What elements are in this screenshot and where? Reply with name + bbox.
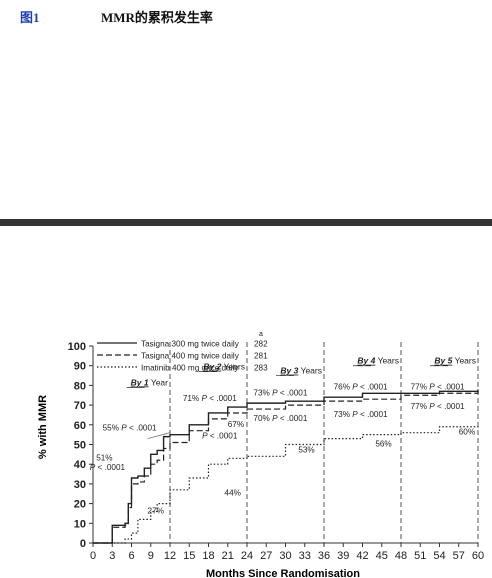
legend-label: Imatinib 400 mg once daily — [141, 364, 239, 373]
x-tick-label: 36 — [318, 550, 330, 562]
vertical-guides — [169, 342, 479, 543]
y-axis-label: % with MMR — [37, 395, 49, 459]
x-tick-label: 30 — [279, 550, 291, 562]
x-tick-label: 3 — [109, 550, 115, 562]
annotation-label: 60% — [459, 428, 475, 437]
annotation-label: 77% P < .0001 — [411, 402, 465, 411]
x-tick-label: 48 — [395, 550, 407, 562]
y-tick-label: 60 — [74, 420, 86, 432]
series-lines — [93, 389, 479, 544]
legend-count: 281 — [254, 352, 268, 361]
milestone-label: By 4 Years — [357, 356, 399, 366]
y-tick-label: 30 — [74, 479, 86, 491]
y-tick-label: 20 — [74, 499, 86, 511]
annotation-label: 44% — [225, 489, 241, 498]
x-tick-label: 42 — [356, 550, 368, 562]
x-axis-label: Months Since Randomisation — [206, 568, 360, 578]
x-tick-label: 33 — [299, 550, 311, 562]
x-tick-label: 15 — [183, 550, 195, 562]
legend-label: Tasigna 400 mg twice daily — [141, 352, 240, 361]
legend-count: 282 — [254, 340, 268, 349]
y-tick-label: 10 — [74, 518, 86, 530]
annotation-label: 70% P < .0001 — [253, 414, 307, 423]
annotations: By 1 Year By 2 Years By 3 Years By 4 Years B… — [90, 356, 476, 516]
x-tick-label: 21 — [222, 550, 234, 562]
x-tick-label: 12 — [164, 550, 176, 562]
x-tick-label: 18 — [202, 550, 214, 562]
figure-title: MMR的累积发生率 — [101, 10, 213, 25]
series-line-dashed — [93, 391, 479, 544]
annotation-label: 67% — [228, 420, 244, 429]
x-tick-label: 24 — [241, 550, 253, 562]
annotation-label: 77% P < .0001 — [411, 382, 465, 391]
x-tick-label: 57 — [453, 550, 465, 562]
x-tick-label: 27 — [260, 550, 272, 562]
figure-label: 图1 — [20, 10, 40, 25]
y-tick-label: 70 — [74, 400, 86, 412]
x-tick-label: 6 — [128, 550, 134, 562]
annotation-label: 71% P < .0001 — [183, 394, 237, 403]
annotation-label: 56% — [375, 439, 391, 448]
annotation-label: 53% — [298, 445, 314, 454]
x-tick-label: 60 — [472, 550, 484, 562]
y-tick-label: 80 — [74, 380, 86, 392]
y-tick-label: 0 — [80, 538, 86, 550]
legend: Tasigna 300 mg twice daily 282 Tasigna 400… — [97, 331, 268, 373]
y-tick-label: 50 — [74, 440, 86, 452]
x-tick-label: 39 — [337, 550, 349, 562]
legend-superscript: a — [259, 331, 263, 338]
y-tick-label: 90 — [74, 361, 86, 373]
annotation-label: 27% — [148, 506, 164, 515]
annotation-label: 51% — [96, 453, 112, 462]
annotation-label: P < .0001 — [90, 463, 126, 472]
x-tick-label: 45 — [376, 550, 388, 562]
series-line-dotted — [93, 424, 479, 544]
annotation-label: 55% P < .0001 — [103, 424, 157, 433]
milestone-label: By 2 Years — [203, 362, 245, 372]
legend-label: Tasigna 300 mg twice daily — [141, 340, 240, 349]
divider-bar — [0, 219, 492, 226]
x-tick-label: 54 — [433, 550, 445, 562]
y-tick-label: 100 — [68, 341, 86, 353]
x-tick-label: 0 — [90, 550, 96, 562]
y-tick-label: 40 — [74, 459, 86, 471]
annotation-label: 73% P < .0001 — [334, 410, 388, 419]
milestone-label: By 3 Years — [280, 366, 322, 376]
annotation-leader — [147, 432, 171, 439]
legend-count: 283 — [254, 364, 268, 373]
annotation-label: 73% P < .0001 — [253, 388, 307, 397]
annotation-label: P < .0001 — [202, 432, 238, 441]
milestone-label: By 1 Year — [131, 377, 169, 387]
annotation-label: 76% P < .0001 — [334, 382, 388, 391]
x-tick-label: 51 — [414, 550, 426, 562]
header: 图1 MMR的累积发生率 — [0, 0, 492, 30]
x-tick-label: 9 — [148, 550, 154, 562]
milestone-label: By 5 Years — [434, 356, 476, 366]
